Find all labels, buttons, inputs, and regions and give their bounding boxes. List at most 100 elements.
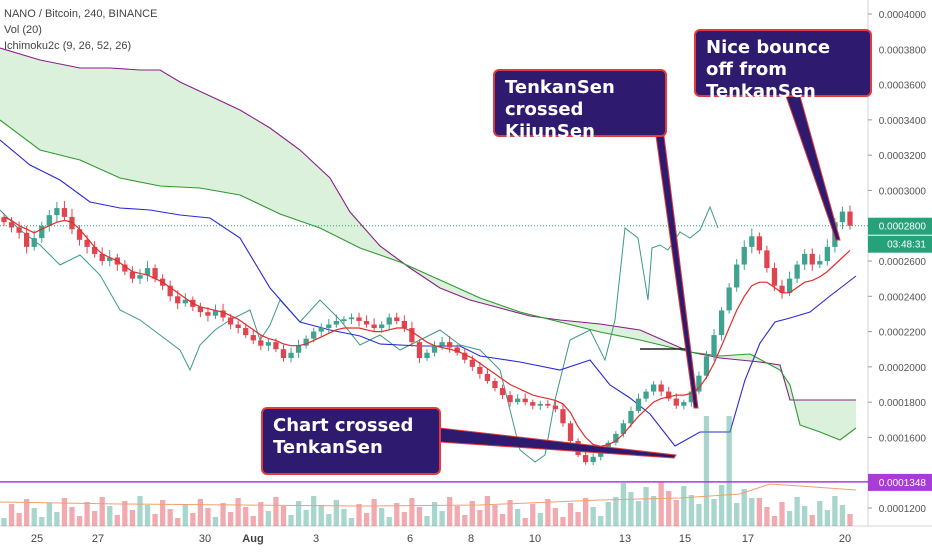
candle-body [220, 310, 226, 318]
volume-bar [764, 507, 770, 526]
volume-bar [227, 512, 234, 526]
symbol-legend[interactable]: NANO / Bitcoin, 240, BINANCE [4, 8, 158, 20]
volume-bar [8, 504, 15, 526]
candle-body [681, 402, 687, 406]
time-axis-label: 17 [742, 533, 754, 545]
candle-body [688, 391, 695, 403]
volume-bar [809, 515, 815, 526]
volume-bar [484, 496, 491, 526]
candle-body [477, 366, 483, 374]
chart-legend: NANO / Bitcoin, 240, BINANCE Vol (20) Ic… [4, 6, 157, 54]
price-axis-label: 0.0002200 [879, 328, 927, 339]
volume-bar [205, 508, 211, 526]
candle-body [650, 384, 657, 392]
candle-body [628, 410, 634, 424]
volume-bar [379, 508, 385, 526]
candle-body [673, 398, 679, 406]
volume-bar [54, 512, 60, 526]
candle-body [401, 320, 407, 329]
volume-bar [401, 512, 407, 526]
candle-body [333, 320, 340, 325]
candle-body [507, 395, 513, 403]
volume-bar [265, 511, 272, 526]
volume-bar [741, 489, 747, 526]
candle-body [54, 208, 60, 216]
volume-legend[interactable]: Vol (20) [4, 24, 42, 36]
volume-bar [447, 497, 453, 526]
price-axis-label: 0.0003200 [879, 151, 927, 162]
volume-bar [507, 500, 513, 526]
candle-body [303, 338, 309, 346]
callout-tenkan-kijun-text: TenkanSen crossed KijunSen [505, 77, 615, 142]
volume-bar [786, 511, 793, 526]
time-axis-label: 30 [199, 533, 211, 545]
volume-bar [575, 512, 581, 526]
candle-body [620, 423, 627, 434]
price-axis-label: 0.0002600 [879, 257, 927, 268]
candle-body [809, 253, 815, 265]
volume-bar [620, 483, 627, 526]
volume-bar [212, 517, 219, 526]
time-axis-label: 15 [679, 533, 691, 545]
volume-bar [454, 506, 460, 526]
volume-bar [756, 498, 763, 526]
volume-bar [386, 517, 392, 526]
volume-bar [643, 487, 649, 526]
volume-bar [703, 416, 710, 526]
volume-bar [666, 491, 672, 526]
volume-bar [333, 500, 340, 526]
candle-body [424, 352, 430, 359]
senkou-span-b-line [0, 47, 856, 401]
candle-body [771, 268, 778, 286]
countdown-text: 03:48:31 [887, 240, 926, 251]
candle-body [326, 324, 332, 329]
volume-bar [424, 516, 430, 526]
candle-body [129, 271, 136, 279]
ichimoku-legend[interactable]: Ichimoku2c (9, 26, 52, 26) [4, 40, 132, 52]
price-axis-label: 0.0003800 [879, 45, 927, 56]
time-axis-label: 6 [407, 533, 413, 545]
candle-body [786, 278, 793, 293]
volume-bar [847, 514, 853, 526]
volume-bar [371, 499, 377, 526]
candle-body [243, 328, 249, 336]
price-axis-label: 0.0004000 [879, 10, 927, 21]
candle-body [499, 388, 506, 396]
volume-bar [530, 504, 536, 526]
volume-bar [61, 498, 68, 526]
volume-bar [613, 497, 619, 526]
time-axis-label: Aug [242, 533, 263, 545]
callout-tenkan-kijun: TenkanSen crossed KijunSen [493, 69, 667, 142]
candle-body [182, 299, 188, 304]
volume-bar [159, 500, 166, 526]
volume-bar [832, 496, 838, 526]
candle-body [530, 402, 536, 406]
candle-body [802, 253, 808, 265]
volume-ma-line [0, 483, 857, 507]
candle-body [250, 335, 256, 341]
volume-bar [817, 501, 823, 526]
candle-body [711, 335, 717, 357]
candle-body [311, 331, 317, 339]
price-axis-panel [868, 0, 932, 526]
volume-bar [522, 518, 528, 526]
volume-bar [545, 499, 551, 526]
candle-body [144, 268, 151, 276]
candle-body [91, 246, 98, 254]
callout-chart-cross-pointer [439, 427, 677, 459]
volume-bar [250, 516, 256, 526]
volume-bar [802, 506, 808, 526]
volume-bar [46, 503, 52, 526]
volume-bar [167, 509, 173, 526]
volume-bar [409, 498, 415, 526]
candle-body [69, 216, 75, 230]
price-axis-label: 0.0001600 [879, 433, 927, 444]
volume-bar [69, 507, 75, 526]
candle-body [76, 229, 83, 240]
candle-body [416, 342, 423, 359]
candle-body [635, 398, 642, 411]
volume-bar [356, 504, 362, 526]
candle-body [212, 310, 219, 316]
